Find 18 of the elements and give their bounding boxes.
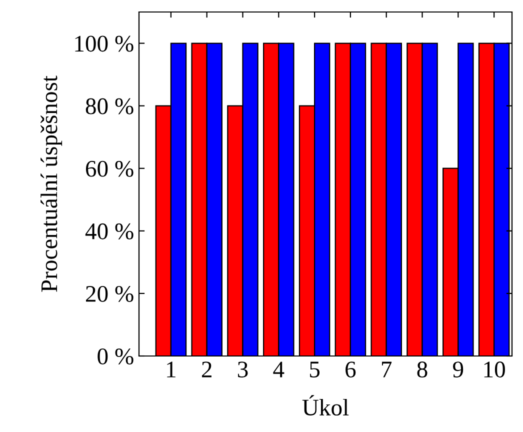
- y-tick-label: 40 %: [85, 223, 134, 240]
- x-tick-label: 6: [346, 362, 356, 378]
- x-axis-title: Úkol: [302, 395, 349, 416]
- x-tick-label: 5: [310, 362, 320, 378]
- y-tick-label: 20 %: [86, 286, 134, 302]
- x-tick-label: 4: [273, 362, 284, 378]
- y-axis-title: Procentuální úspěšnost: [40, 76, 62, 292]
- y-tick-label: 80 %: [86, 98, 134, 114]
- x-tick-label: 7: [382, 362, 392, 378]
- y-tick-label: 0 %: [98, 348, 134, 364]
- x-tick-label: 9: [453, 362, 464, 378]
- x-tick-label: 8: [417, 362, 428, 378]
- x-tick-label: 3: [238, 362, 248, 378]
- y-tick-label: 100 %: [75, 36, 134, 52]
- x-tick-label: 2: [202, 362, 212, 378]
- x-tick-label: 1: [167, 362, 176, 378]
- y-tick-label: 60 %: [86, 160, 134, 177]
- x-tick-label: 10: [484, 362, 505, 378]
